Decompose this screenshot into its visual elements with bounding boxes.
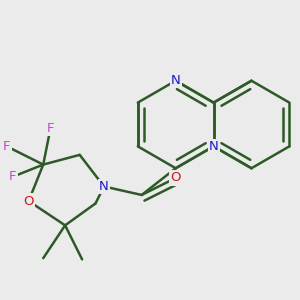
Text: F: F [47,122,54,135]
Text: N: N [99,180,109,193]
Text: O: O [23,194,34,208]
Text: F: F [9,170,16,183]
Text: N: N [209,140,218,153]
Text: F: F [3,140,10,153]
Text: O: O [170,172,181,184]
Text: N: N [171,74,181,87]
